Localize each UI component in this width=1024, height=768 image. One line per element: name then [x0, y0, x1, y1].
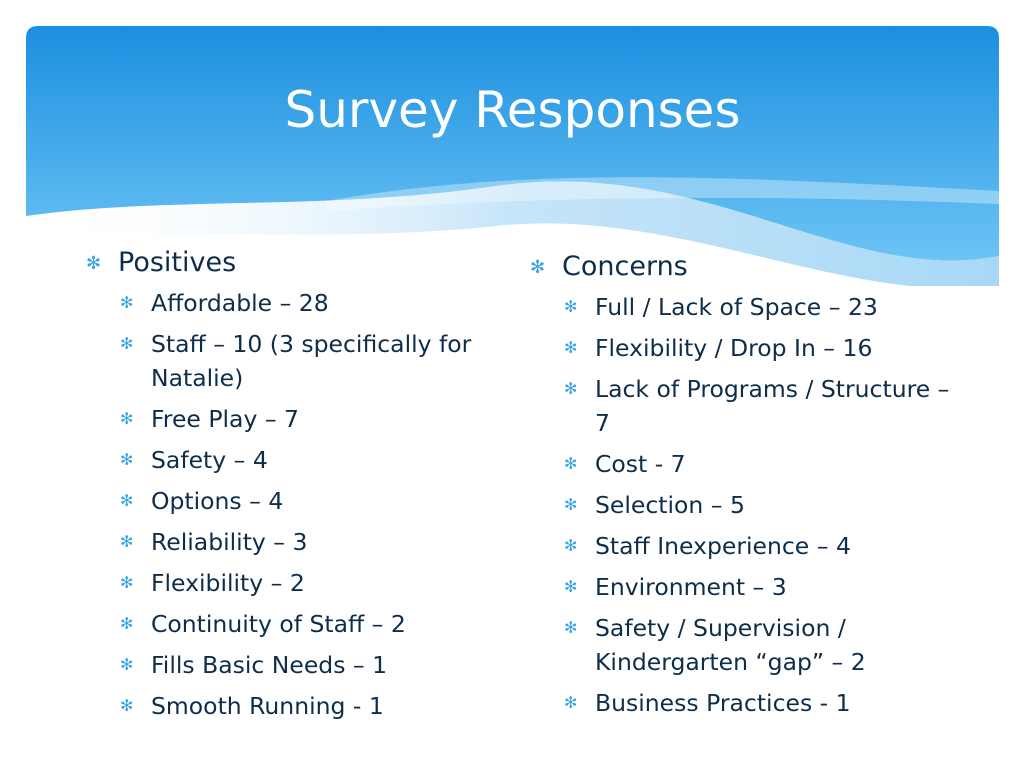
list-item: ✻ Reliability – 3: [120, 525, 486, 559]
header-wave-graphic: [26, 26, 999, 286]
list-item: ✻ Lack of Programs / Structure – 7: [564, 372, 970, 440]
asterisk-bullet-icon: ✻: [564, 495, 578, 514]
asterisk-bullet-icon: ✻: [564, 693, 578, 712]
header-banner: [26, 26, 999, 286]
asterisk-bullet-icon: ✻: [564, 454, 578, 473]
asterisk-bullet-icon: ✻: [120, 573, 134, 592]
list-item: ✻ Selection – 5: [564, 488, 970, 522]
asterisk-bullet-icon: ✻: [120, 532, 134, 551]
list-item: ✻ Environment – 3: [564, 570, 970, 604]
list-item: ✻ Continuity of Staff – 2: [120, 607, 486, 641]
asterisk-bullet-icon: ✻: [120, 655, 134, 674]
asterisk-bullet-icon: ✻: [86, 253, 102, 274]
asterisk-bullet-icon: ✻: [120, 696, 134, 715]
positives-heading: Positives: [118, 247, 237, 278]
concerns-column: ✻ Concerns ✻ Full / Lack of Space – 23 ✻ F…: [530, 248, 970, 727]
list-item: ✻ Options – 4: [120, 484, 486, 518]
asterisk-bullet-icon: ✻: [120, 491, 134, 510]
list-item: ✻ Smooth Running - 1: [120, 689, 486, 723]
asterisk-bullet-icon: ✻: [530, 257, 546, 278]
list-item: ✻ Safety / Supervision / Kindergarten “ga…: [564, 611, 970, 679]
list-item: ✻ Flexibility – 2: [120, 566, 486, 600]
concerns-heading-item: ✻ Concerns: [530, 248, 970, 286]
asterisk-bullet-icon: ✻: [120, 293, 134, 312]
asterisk-bullet-icon: ✻: [120, 334, 134, 353]
asterisk-bullet-icon: ✻: [564, 536, 578, 555]
list-item: ✻ Flexibility / Drop In – 16: [564, 331, 970, 365]
list-item: ✻ Affordable – 28: [120, 286, 486, 320]
list-item: ✻ Free Play – 7: [120, 402, 486, 436]
asterisk-bullet-icon: ✻: [564, 379, 578, 398]
asterisk-bullet-icon: ✻: [120, 450, 134, 469]
slide-title: Survey Responses: [284, 81, 741, 139]
asterisk-bullet-icon: ✻: [564, 297, 578, 316]
concerns-heading: Concerns: [562, 251, 688, 282]
asterisk-bullet-icon: ✻: [564, 577, 578, 596]
asterisk-bullet-icon: ✻: [120, 409, 134, 428]
list-item: ✻ Safety – 4: [120, 443, 486, 477]
list-item: ✻ Business Practices - 1: [564, 686, 970, 720]
positives-heading-item: ✻ Positives: [86, 244, 486, 282]
asterisk-bullet-icon: ✻: [120, 614, 134, 633]
concerns-list: ✻ Full / Lack of Space – 23 ✻ Flexibility …: [530, 290, 970, 720]
asterisk-bullet-icon: ✻: [564, 338, 578, 357]
asterisk-bullet-icon: ✻: [564, 618, 578, 637]
list-item: ✻ Staff Inexperience – 4: [564, 529, 970, 563]
list-item: ✻ Fills Basic Needs – 1: [120, 648, 486, 682]
list-item: ✻ Full / Lack of Space – 23: [564, 290, 970, 324]
positives-list: ✻ Affordable – 28 ✻ Staff – 10 (3 specific…: [86, 286, 486, 723]
list-item: ✻ Cost - 7: [564, 447, 970, 481]
positives-column: ✻ Positives ✻ Affordable – 28 ✻ Staff – 10…: [86, 244, 486, 730]
list-item: ✻ Staff – 10 (3 specifically for Natalie): [120, 327, 486, 395]
